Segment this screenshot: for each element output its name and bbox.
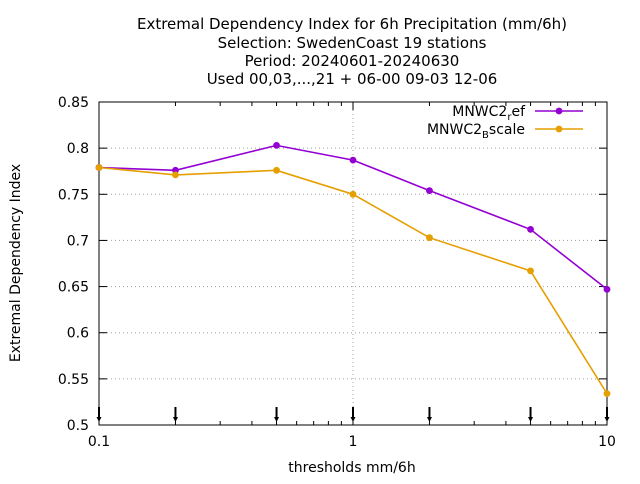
data-point bbox=[95, 164, 103, 171]
series-layer bbox=[95, 141, 611, 398]
legend-entry-1: MNWC2ref bbox=[452, 104, 583, 123]
threshold-marker-head bbox=[172, 417, 178, 422]
y-axis-label: Extremal Dependency Index bbox=[8, 164, 24, 362]
data-point bbox=[273, 166, 280, 174]
threshold-marker-head bbox=[274, 417, 280, 422]
grid bbox=[99, 102, 607, 425]
x-tick-label: 0.1 bbox=[88, 434, 110, 450]
data-point bbox=[172, 171, 179, 179]
x-axis-label: thresholds mm/6h bbox=[288, 460, 415, 476]
y-tick-label: 0.8 bbox=[67, 141, 89, 157]
data-point bbox=[349, 190, 357, 198]
threshold-marker-head bbox=[528, 417, 534, 422]
y-tick-label: 0.6 bbox=[67, 326, 89, 342]
title-line-1: Extremal Dependency Index for 6h Precipi… bbox=[137, 15, 567, 33]
data-point bbox=[603, 390, 611, 398]
data-point bbox=[349, 156, 357, 164]
plot-border bbox=[98, 101, 608, 426]
data-point bbox=[527, 267, 534, 275]
data-point bbox=[527, 225, 534, 233]
legend-label: MNWC2Bscale bbox=[427, 122, 525, 141]
axes: 0.5 0.55 0.6 0.65 0.7 0.75 0.8 0.85 0.1 1 10 bbox=[58, 95, 616, 450]
y-tick-label: 0.65 bbox=[58, 280, 89, 296]
x-tick-label: 1 bbox=[349, 434, 358, 450]
legend-label: MNWC2ref bbox=[452, 104, 526, 123]
title-line-3: Period: 20240601-20240630 bbox=[245, 52, 460, 70]
series-1 bbox=[95, 141, 611, 293]
series-line bbox=[98, 166, 608, 395]
title-line-2: Selection: SwedenCoast 19 stations bbox=[218, 34, 487, 52]
data-point bbox=[426, 234, 433, 242]
x-tick-label: 10 bbox=[598, 434, 616, 450]
threshold-marker-head bbox=[350, 417, 356, 422]
y-tick-label: 0.75 bbox=[58, 187, 89, 203]
legend-marker bbox=[555, 107, 563, 115]
y-tick-label: 0.85 bbox=[58, 95, 89, 111]
series-2 bbox=[95, 164, 611, 398]
legend-entry-2: MNWC2Bscale bbox=[427, 122, 583, 141]
data-point bbox=[426, 187, 433, 194]
threshold-marker-head bbox=[426, 417, 432, 422]
y-tick-label: 0.7 bbox=[67, 233, 89, 249]
data-point bbox=[273, 141, 280, 149]
y-tick-label: 0.5 bbox=[67, 418, 89, 434]
chart-title: Extremal Dependency Index for 6h Precipi… bbox=[137, 15, 567, 88]
data-point bbox=[603, 285, 611, 293]
y-tick-label: 0.55 bbox=[58, 372, 89, 388]
legend-marker bbox=[555, 125, 563, 133]
title-line-4: Used 00,03,...,21 + 06-00 09-03 12-06 bbox=[207, 70, 498, 88]
